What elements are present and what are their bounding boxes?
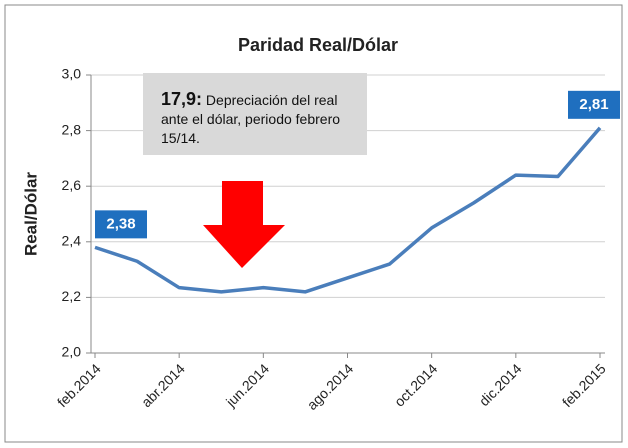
arrow [203,181,285,268]
data-label: 2,38 [106,215,135,232]
data-label: 2,81 [579,96,608,113]
line [94,126,602,294]
marks: 2,38 2,81 [94,90,620,294]
annotation-highlight: 17,9: [161,89,203,109]
y-tick-label: 2,0 [62,344,82,360]
data-label-box [568,90,620,119]
y-axis-label: Real/Dólar [21,172,40,256]
y-tick-label: 2,4 [62,233,82,249]
chart-title: Paridad Real/Dólar [238,35,398,55]
y-tick-label: 2,2 [62,288,82,304]
data-label-box [95,210,147,239]
annotation: 17,9: Depreciación del real ante el dóla… [143,73,367,155]
annotation-text: Depreciación del real ante el dólar, per… [161,92,341,146]
y-tick-label: 3,0 [62,66,82,82]
y-tick-label: 2,8 [62,121,82,137]
y-tick-label: 2,6 [62,177,82,193]
